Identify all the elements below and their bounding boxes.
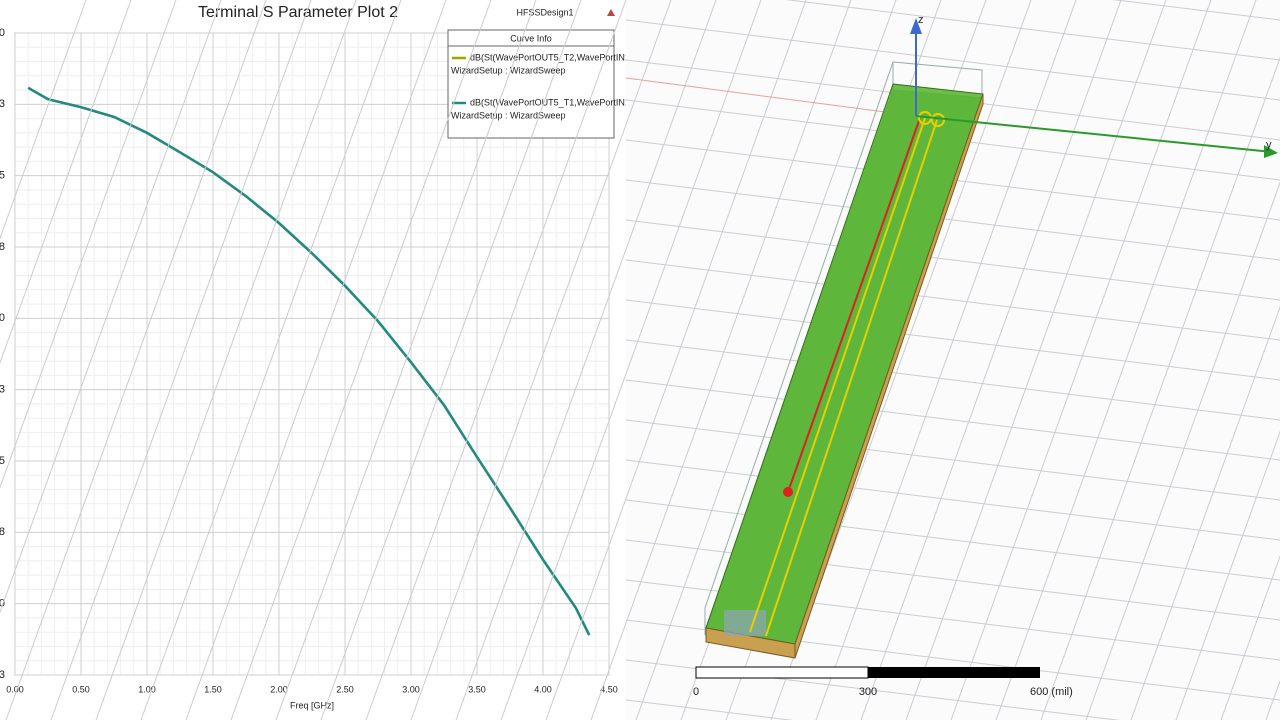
- grid-line: [625, 379, 1280, 461]
- y-tick-label: -0.13: [0, 98, 5, 110]
- chart: 0.00 -0.13 -0.25 -0.38 -0.50 -0.63 -0.75 -0.88 -…: [0, 4, 651, 710]
- grid-line: [185, 0, 447, 720]
- x-tick-label: 0.00: [6, 684, 24, 694]
- arrow-head: [1264, 145, 1278, 158]
- x-tick-label: 3.50: [468, 684, 486, 694]
- x-tick-label: 1.00: [138, 684, 156, 694]
- x-axis-line: [625, 77, 917, 117]
- grid-line: [625, 499, 1280, 581]
- splitter: [618, 0, 626, 720]
- legend: [447, 29, 615, 139]
- y-tick-label: -0.75: [0, 455, 5, 467]
- grid-line: [590, 0, 852, 720]
- y-tick-label: -0.50: [0, 312, 5, 324]
- legend-entry: dB(St(WavePortOUT5_T1,WavePortIN1_T1)): [470, 97, 651, 107]
- wave-port: [724, 610, 766, 636]
- chart-title: Terminal S Parameter Plot 2: [198, 4, 398, 21]
- grid-line: [95, 0, 357, 720]
- x-tick-label: 2.50: [336, 684, 354, 694]
- grid-line: [625, 259, 1280, 341]
- x-tick-label: 3.00: [402, 684, 420, 694]
- trace: [749, 117, 926, 633]
- grid-line: [1040, 56, 1280, 720]
- legend-setup: WizardSetup : WizardSweep: [451, 110, 566, 120]
- grid-line: [545, 0, 807, 720]
- grid-line: [455, 0, 717, 720]
- x-tick-label: 2.00: [270, 684, 288, 694]
- x-tick-label: 1.50: [204, 684, 222, 694]
- grid-line: [50, 0, 312, 720]
- y-tick-label: -1.00: [0, 598, 5, 610]
- scale-label: 600 (mil): [1030, 686, 1073, 698]
- grid-line: [0, 0, 177, 489]
- series-line: [27, 86, 591, 636]
- x-tick-label: 4.50: [600, 684, 618, 694]
- y-tick-label: 0.00: [0, 27, 5, 39]
- grid-line: [140, 0, 402, 720]
- airbox-side: [704, 61, 894, 636]
- grid-line: [1112, 0, 1280, 21]
- grid-line: [0, 0, 132, 365]
- x-tick-label: 4.00: [534, 684, 552, 694]
- grid-line: [950, 0, 1212, 720]
- x-axis-label: Freq [GHz]: [290, 700, 334, 710]
- grid-line: [625, 459, 1280, 541]
- y-tick-label: -1.13: [0, 669, 5, 681]
- grid-line: [0, 0, 222, 614]
- legend-title: Curve Info: [510, 33, 552, 43]
- grid-line: [815, 0, 1077, 720]
- grid-line: [905, 0, 1167, 720]
- grid-line: [785, 0, 1280, 61]
- grid-line: [995, 0, 1257, 720]
- grid-line: [635, 0, 897, 720]
- grid-line: [625, 179, 1280, 261]
- grid-line: [365, 0, 627, 720]
- plot-area: [14, 32, 610, 676]
- grid-line: [0, 0, 87, 240]
- x-tick-label: 0.50: [72, 684, 90, 694]
- grid-line: [410, 0, 672, 720]
- y-axis-arrow: [915, 115, 1273, 153]
- grid-line: [320, 0, 582, 720]
- legend-setup: WizardSetup : WizardSweep: [451, 65, 566, 75]
- trace: [765, 119, 938, 637]
- grid-line: [275, 0, 537, 720]
- grid-line: [500, 0, 762, 720]
- grid-line: [625, 339, 1280, 421]
- y-tick-label: -0.25: [0, 170, 5, 182]
- grid-line: [625, 699, 794, 720]
- grid-line: [1130, 305, 1280, 720]
- grid-line: [625, 219, 1280, 301]
- design-marker: [607, 9, 615, 16]
- scale-label: 300: [859, 686, 877, 698]
- grid-line: [625, 19, 1280, 101]
- axis-label: y: [1266, 139, 1272, 151]
- design-name: HFSSDesign1: [516, 7, 573, 17]
- grid-line: [625, 419, 1280, 501]
- scale-bar-white: [695, 666, 869, 679]
- grid-line: [860, 0, 1122, 720]
- via: [931, 113, 945, 127]
- probe-point: [783, 487, 793, 497]
- y-tick-label: -0.38: [0, 241, 5, 253]
- y-tick-label: -0.88: [0, 526, 5, 538]
- scale-bar-black: [868, 667, 1040, 678]
- grid-line: [1220, 555, 1280, 720]
- arrow-head: [910, 18, 922, 34]
- grid-line: [5, 0, 267, 720]
- scale-label: 0: [693, 686, 699, 698]
- grid-line: [1085, 181, 1280, 720]
- y-tick-label: -0.63: [0, 384, 5, 396]
- axis-label: z: [918, 14, 924, 26]
- grid-line: [230, 0, 492, 720]
- trace-highlight: [787, 117, 921, 493]
- grid-line: [1175, 430, 1280, 720]
